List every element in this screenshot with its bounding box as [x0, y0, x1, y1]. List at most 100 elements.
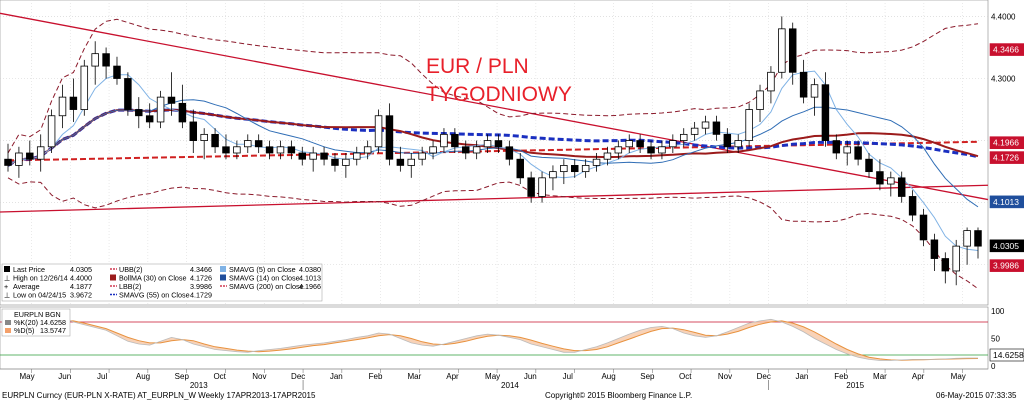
oscillator-legend: EURPLN BGN %K(20) 14.6258 %D(5) 13.5747 [1, 308, 71, 337]
month-label: Jul [97, 372, 107, 381]
candle-body [647, 146, 655, 154]
candle-body [451, 133, 459, 148]
candle-body [799, 71, 808, 98]
candle-body [189, 121, 198, 141]
legend-value: 4.0380 [299, 265, 321, 274]
legend-value: 4.1013 [299, 274, 321, 283]
candle-body [26, 152, 34, 160]
candle-body [527, 177, 535, 197]
trendlines [0, 12, 989, 213]
candle-body [374, 115, 383, 148]
month-label: May [19, 372, 34, 381]
candle-body [778, 28, 786, 73]
legend-value: 4.4000 [70, 274, 92, 283]
candle-body [516, 158, 524, 179]
chart-title-line2: TYGODNIOWY [426, 83, 572, 106]
legend-label: Average [13, 282, 40, 291]
legend-label: UBB(2) [119, 265, 143, 274]
candle-body [145, 115, 154, 123]
osc-legend-title: EURPLN BGN [14, 310, 61, 319]
candle-body [756, 90, 764, 110]
candle-body [167, 96, 176, 104]
candle-body [538, 177, 546, 197]
candle-body [701, 121, 710, 129]
year-label: 2014 [501, 381, 519, 390]
candle-body [135, 109, 143, 117]
candle-body [560, 165, 568, 173]
price-axis: 4.4000 4.3000 [991, 12, 1016, 83]
stochastic-oscillator [0, 317, 988, 361]
price-tag [989, 136, 1024, 149]
candle-body [625, 140, 633, 148]
candle-body [298, 152, 307, 160]
month-label: Sep [640, 372, 655, 381]
candle-body [429, 146, 437, 154]
upper-bollinger-band [7, 18, 979, 154]
year-label: 2013 [190, 381, 208, 390]
candle-body [244, 140, 252, 148]
legend-label: BollMA (30) on Close [119, 274, 187, 283]
candle-body [571, 165, 579, 173]
candle-body [233, 146, 241, 154]
month-label: Dec [757, 372, 771, 381]
chart-title-line1: EUR / PLN [426, 55, 529, 78]
price-tag-label: 4.1726 [993, 153, 1019, 163]
candle-body [309, 152, 317, 160]
candle-body [723, 133, 732, 148]
osc-legend-k-label: %K(20) [14, 318, 38, 327]
legend-label: Last Price [13, 265, 45, 274]
candle-body [331, 158, 339, 166]
candle-body [80, 65, 89, 110]
trendline [0, 184, 989, 213]
candle-body [603, 152, 612, 160]
candle-body [102, 53, 110, 67]
legend-swatch [220, 266, 226, 272]
price-tag [989, 195, 1024, 209]
year-label: 2015 [846, 381, 864, 390]
candle-body [832, 140, 841, 154]
candle-body [483, 140, 492, 148]
price-tag [989, 348, 1024, 362]
candle-body [276, 146, 285, 154]
footer-center: Copyright© 2015 Bloomberg Finance L.P. [545, 391, 692, 400]
candle-body [320, 152, 328, 160]
bollma30-line [7, 108, 979, 167]
price-tag [989, 43, 1024, 56]
legend-label: SMAVG (55) on Close [119, 291, 190, 300]
month-label: May [951, 372, 966, 381]
month-label: Oct [213, 372, 226, 381]
legend-swatch [220, 274, 226, 281]
candle-body [353, 152, 361, 160]
month-label: Jul [563, 372, 573, 381]
candle-body [843, 146, 851, 154]
month-label: Aug [601, 372, 615, 381]
candle-body [363, 146, 372, 154]
candlestick-series [4, 16, 982, 286]
candle-body [549, 171, 557, 179]
stoch-k-line [7, 317, 978, 361]
price-panel [0, 0, 989, 306]
candle-body [91, 53, 99, 67]
candle-body [745, 109, 753, 141]
month-label: May [485, 372, 500, 381]
candle-body [974, 230, 982, 247]
sma5-line [7, 70, 979, 251]
candle-body [396, 158, 405, 166]
month-label: Nov [252, 372, 266, 381]
candle-body [113, 65, 121, 79]
oscillator-panel [0, 306, 989, 370]
legend-swatch [110, 274, 116, 281]
legend-value: 4.1877 [70, 282, 92, 291]
price-tag [989, 259, 1024, 272]
candle-body [887, 177, 895, 185]
candle-body [636, 140, 644, 148]
candle-body [930, 239, 939, 259]
price-tag [989, 239, 1024, 253]
candle-body [440, 133, 448, 148]
candle-body [69, 96, 78, 110]
price-tick-label: 4.3000 [991, 75, 1016, 84]
osc-legend-d-label: %D(5) [14, 326, 34, 335]
footer-right: 06-May-2015 07:33:35 [936, 391, 1017, 400]
candle-body [734, 140, 742, 148]
candle-body [669, 140, 677, 148]
